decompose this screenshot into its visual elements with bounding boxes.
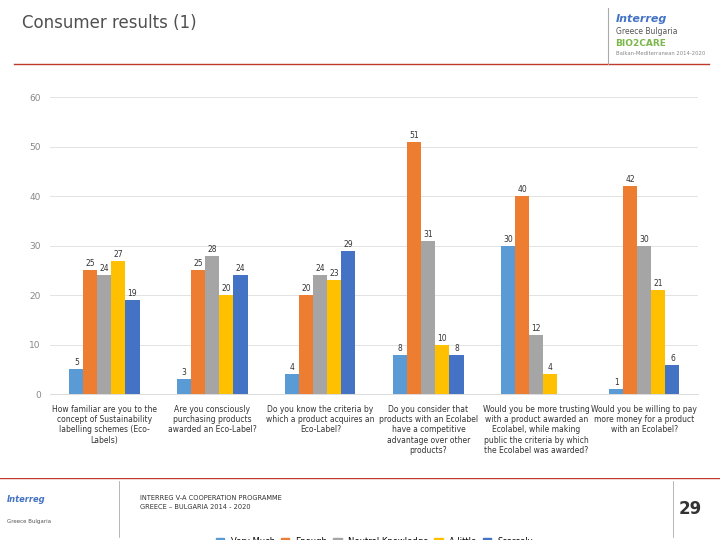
Text: Consumer results (1): Consumer results (1) — [22, 14, 197, 31]
Text: 29: 29 — [679, 500, 702, 518]
Bar — [205, 255, 220, 394]
Bar — [341, 251, 356, 394]
Text: Interreg: Interreg — [7, 495, 46, 504]
Bar — [177, 379, 192, 394]
Bar — [220, 295, 233, 394]
Bar — [408, 141, 421, 394]
Bar — [125, 300, 140, 394]
Text: 8: 8 — [398, 343, 402, 353]
Text: 1: 1 — [614, 378, 618, 387]
Text: Greece Bulgaria: Greece Bulgaria — [7, 519, 51, 524]
Text: Balkan-Mediterranean 2014-2020: Balkan-Mediterranean 2014-2020 — [616, 51, 705, 56]
Text: 10: 10 — [438, 334, 447, 343]
Legend: Very Much, Enough, Neutral Knowledge, A little, Scarcely: Very Much, Enough, Neutral Knowledge, A … — [213, 535, 536, 540]
Bar — [285, 374, 300, 394]
Text: 3: 3 — [182, 368, 186, 377]
Bar — [665, 364, 680, 394]
Bar — [449, 355, 464, 394]
Bar — [529, 335, 544, 394]
Bar — [516, 196, 529, 394]
Text: 5: 5 — [74, 359, 78, 367]
Text: 23: 23 — [330, 269, 339, 279]
Bar — [393, 355, 408, 394]
Text: 31: 31 — [423, 230, 433, 239]
Bar — [313, 275, 328, 394]
Text: 24: 24 — [315, 265, 325, 273]
Bar — [84, 271, 97, 394]
Text: 25: 25 — [86, 259, 95, 268]
Text: 27: 27 — [114, 249, 123, 259]
Text: 51: 51 — [410, 131, 419, 140]
Text: 6: 6 — [670, 354, 675, 362]
Bar — [233, 275, 248, 394]
Text: 30: 30 — [639, 235, 649, 244]
Bar — [652, 291, 665, 394]
Bar — [192, 271, 205, 394]
Bar — [112, 260, 125, 394]
Bar — [501, 246, 516, 394]
Bar — [69, 369, 84, 394]
Bar — [436, 345, 449, 394]
Text: 20: 20 — [222, 284, 231, 293]
Text: 29: 29 — [343, 240, 354, 248]
Text: Greece Bulgaria: Greece Bulgaria — [616, 27, 677, 36]
Text: 21: 21 — [654, 279, 663, 288]
Bar — [637, 246, 652, 394]
Bar — [97, 275, 112, 394]
Bar — [421, 241, 436, 394]
Text: 25: 25 — [194, 259, 203, 268]
Text: 12: 12 — [531, 324, 541, 333]
Bar — [544, 374, 557, 394]
Bar — [328, 280, 341, 394]
Text: 42: 42 — [626, 176, 635, 184]
Text: 24: 24 — [99, 265, 109, 273]
Text: 40: 40 — [518, 185, 527, 194]
Text: INTERREG V-A COOPERATION PROGRAMME
GREECE – BULGARIA 2014 - 2020: INTERREG V-A COOPERATION PROGRAMME GREEC… — [140, 496, 282, 510]
Text: 8: 8 — [454, 343, 459, 353]
Bar — [609, 389, 624, 394]
Bar — [624, 186, 637, 394]
Text: 4: 4 — [548, 363, 553, 373]
Text: 24: 24 — [235, 265, 246, 273]
Text: 28: 28 — [207, 245, 217, 254]
Text: Interreg: Interreg — [616, 14, 667, 24]
Text: 19: 19 — [127, 289, 138, 298]
Text: 4: 4 — [290, 363, 294, 373]
Text: BIO2CARE: BIO2CARE — [616, 39, 667, 48]
Text: 30: 30 — [503, 235, 513, 244]
Text: 20: 20 — [302, 284, 311, 293]
Bar — [300, 295, 313, 394]
